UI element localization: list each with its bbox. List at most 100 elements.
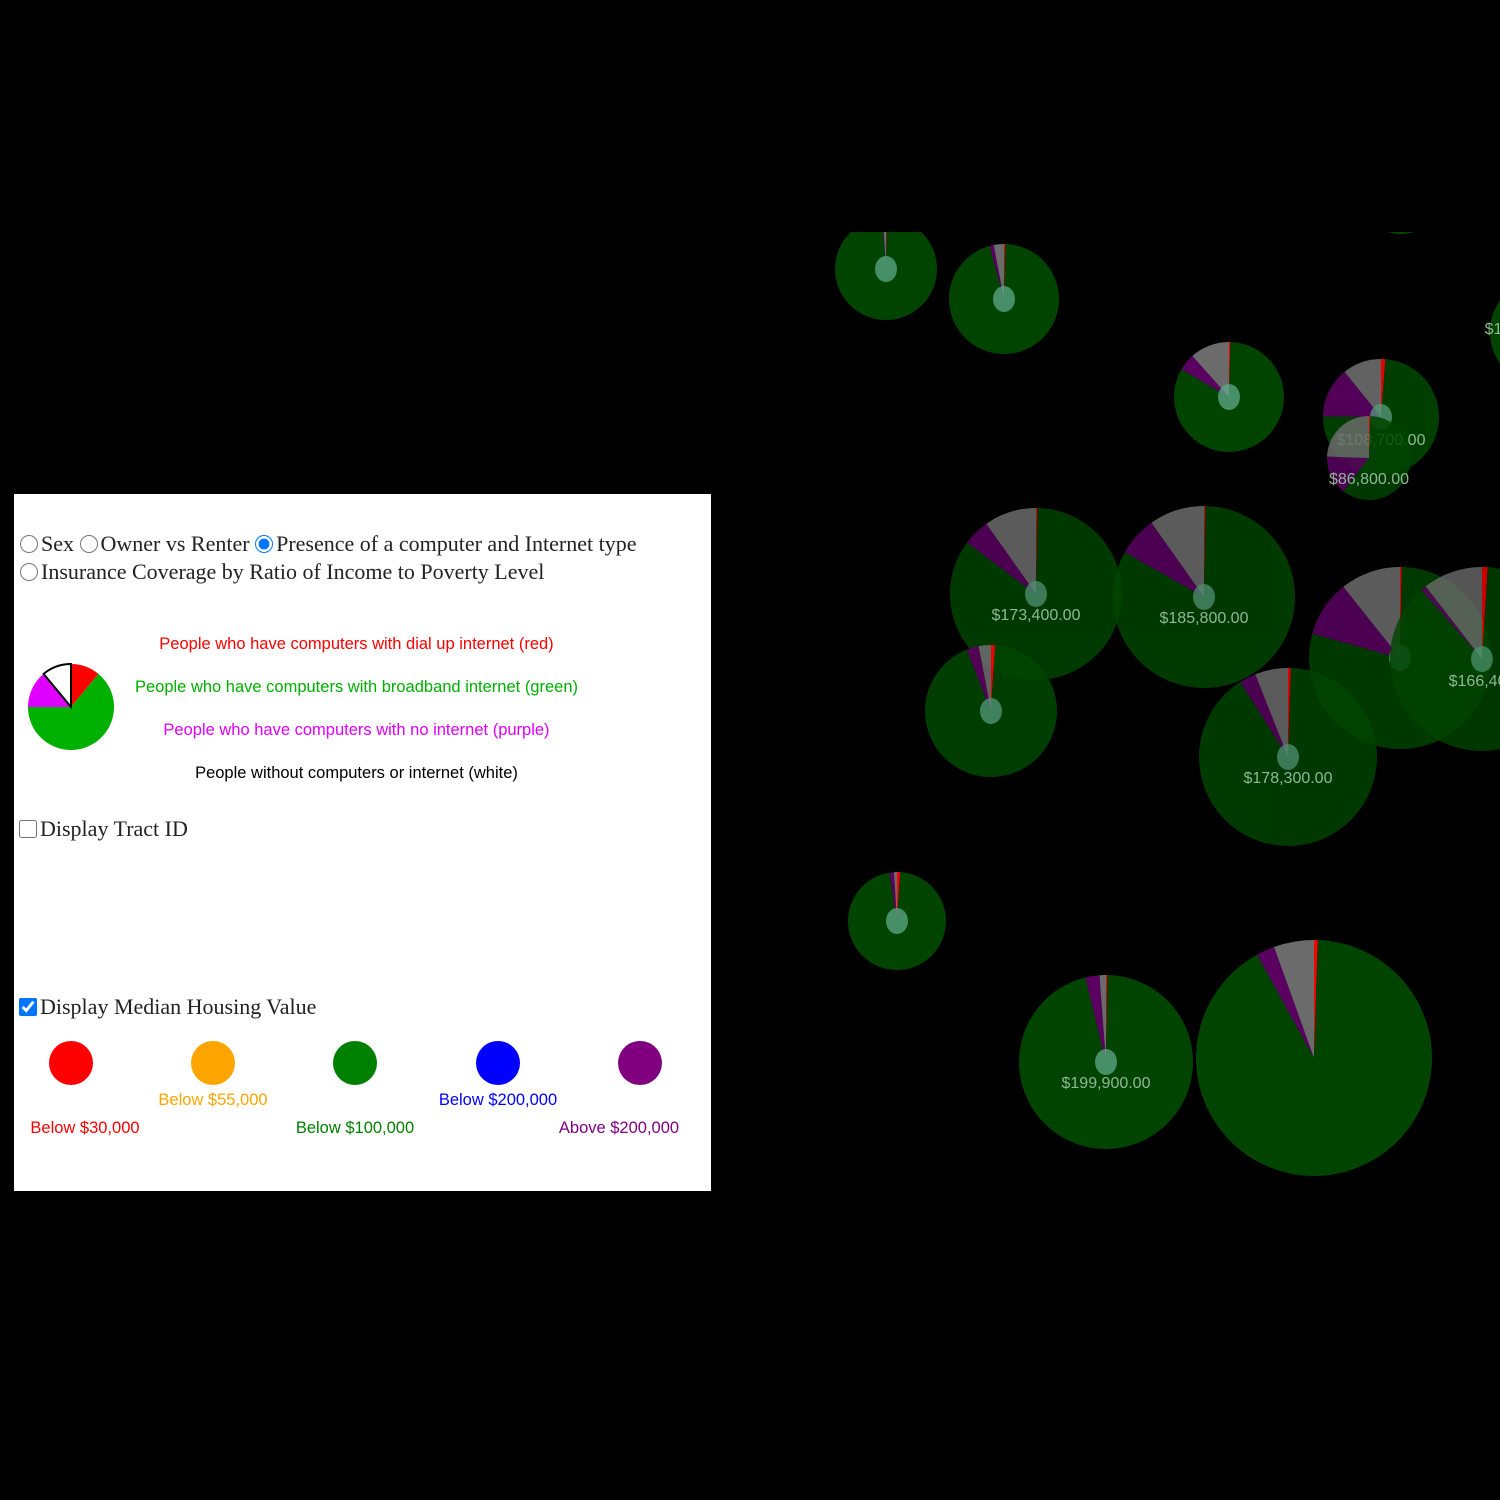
category-dot-below-30000 — [49, 1041, 93, 1085]
tract-center-marker — [1471, 646, 1493, 672]
pie-slice-dial-up — [991, 645, 996, 711]
pie-slice-dial-up — [1381, 359, 1386, 417]
pie-slice-no-computer — [1192, 342, 1229, 397]
category-label-above-200000: Above $200,000 — [558, 1119, 680, 1137]
category-label-below-30000: Below $30,000 — [30, 1119, 140, 1137]
pie-slice-broadband — [1390, 567, 1500, 751]
pie-slice-no-internet — [1327, 456, 1369, 492]
control-panel: Sex Owner vs Renter Presence of a comput… — [14, 494, 711, 1191]
tract-center-marker — [1218, 384, 1240, 410]
category-dot-above-200000 — [618, 1041, 662, 1085]
legend-sample-pie — [28, 662, 114, 750]
pie-slice-broadband — [1387, 232, 1415, 234]
pie-slice-no-internet — [1312, 586, 1400, 658]
pie-slice-no-computer — [1255, 668, 1288, 757]
category-dot-below-100000 — [333, 1041, 377, 1085]
pie-slice-no-internet — [1085, 975, 1106, 1062]
radio-computer-internet-label: Presence of a computer and Internet type — [276, 531, 637, 556]
pie-slice-no-internet — [1257, 946, 1314, 1058]
pie-slice-dial-up — [1369, 416, 1371, 458]
pie-slice-broadband — [28, 673, 114, 750]
category-label-below-100000: Below $100,000 — [295, 1119, 415, 1137]
pie-slice-no-internet — [1421, 586, 1482, 659]
tract-pie[interactable] — [1327, 416, 1411, 500]
pie-slice-dial-up — [1204, 506, 1206, 597]
legend-broadband: People who have computers with broadband… — [134, 678, 579, 696]
pie-slice-no-computer — [1327, 416, 1369, 458]
legend-no-computer: People without computers or internet (wh… — [195, 764, 518, 782]
tract-pie[interactable] — [1490, 277, 1500, 387]
tract-pie[interactable] — [847, 872, 946, 970]
category-dot-below-55000 — [191, 1041, 235, 1085]
pie-slice-no-internet — [1240, 674, 1288, 757]
pie-slice-no-computer — [1343, 567, 1400, 658]
category-dot-below-200000 — [476, 1041, 520, 1085]
pie-slice-dial-up — [1288, 668, 1291, 757]
display-tract-id-checkbox[interactable] — [19, 820, 37, 838]
tract-center-marker — [1193, 584, 1215, 610]
median-housing-value-label: $173,400.00 — [992, 607, 1081, 624]
pie-slice-broadband — [1343, 416, 1411, 500]
radio-insurance[interactable] — [20, 563, 38, 581]
median-housing-value-label: $17 — [1485, 321, 1500, 338]
tract-pie[interactable] — [950, 508, 1123, 680]
tract-pie[interactable] — [1390, 567, 1500, 751]
tract-pie[interactable] — [1196, 940, 1433, 1176]
pie-slice-broadband — [1490, 300, 1500, 364]
pie-slice-no-computer — [1274, 940, 1314, 1058]
radio-sex[interactable] — [20, 535, 38, 553]
tract-pie[interactable] — [1174, 342, 1284, 452]
pie-slice-no-computer — [1344, 359, 1381, 417]
median-housing-value-label: $185,800.00 — [1160, 610, 1249, 627]
pie-slice-broadband — [1196, 940, 1433, 1176]
pie-slice-dial-up — [886, 232, 887, 269]
display-tract-id-row: Display Tract ID — [19, 816, 188, 842]
tract-pie[interactable] — [948, 244, 1059, 354]
pie-slice-no-computer — [1099, 975, 1106, 1062]
pie-slice-no-computer — [1425, 567, 1482, 659]
median-housing-value-label: $86,800.00 — [1329, 471, 1409, 488]
pie-slice-no-computer — [978, 645, 991, 711]
tract-pie[interactable] — [1355, 142, 1447, 234]
radio-computer-internet[interactable] — [255, 535, 274, 553]
tract-pie[interactable] — [1112, 506, 1295, 688]
tract-pie[interactable] — [1018, 975, 1193, 1149]
radio-owner-renter-label: Owner vs Renter — [100, 531, 250, 556]
dataset-selector: Sex Owner vs Renter Presence of a comput… — [20, 530, 700, 586]
tract-center-marker — [980, 698, 1002, 724]
tract-center-marker — [1095, 1049, 1117, 1075]
tract-center-marker — [886, 908, 908, 934]
pie-slice-no-computer — [986, 508, 1036, 594]
pie-slice-no-computer — [993, 244, 1004, 299]
pie-slice-no-internet — [989, 244, 1004, 299]
legend-dial-up: People who have computers with dial up i… — [159, 635, 554, 653]
median-housing-value-label: $199,900.00 — [1062, 1075, 1151, 1092]
median-housing-value-label: $166,400 — [1449, 673, 1500, 690]
pie-slice-no-internet — [966, 646, 991, 711]
tract-center-marker — [1025, 581, 1047, 607]
category-label-below-55000: Below $55,000 — [158, 1091, 268, 1109]
tract-pie[interactable] — [924, 645, 1057, 778]
pie-slice-no-computer — [1151, 506, 1204, 597]
display-median-housing-checkbox[interactable] — [19, 998, 37, 1016]
pie-slice-dial-up — [71, 664, 99, 707]
display-median-housing-row: Display Median Housing Value — [19, 994, 316, 1020]
pie-slice-dial-up — [1004, 244, 1006, 299]
pie-slice-no-internet — [1124, 522, 1204, 597]
median-housing-value-label: $178,300.00 — [1244, 770, 1333, 787]
pie-slice-no-internet — [1181, 355, 1229, 397]
radio-sex-label: Sex — [41, 531, 74, 556]
pie-slice-dial-up — [1482, 567, 1488, 659]
tract-center-marker — [875, 256, 897, 282]
tract-pie[interactable] — [835, 218, 937, 320]
radio-owner-renter[interactable] — [79, 535, 98, 553]
pie-slice-no-internet — [1323, 371, 1381, 417]
pie-slice-no-internet — [967, 523, 1036, 594]
tract-center-marker — [993, 286, 1015, 312]
display-median-housing-label: Display Median Housing Value — [40, 994, 317, 1019]
category-label-below-200000: Below $200,000 — [438, 1091, 558, 1109]
tract-center-marker — [1277, 744, 1299, 770]
pie-slice-dial-up — [1036, 508, 1038, 594]
pie-slice-dial-up — [1106, 975, 1108, 1062]
